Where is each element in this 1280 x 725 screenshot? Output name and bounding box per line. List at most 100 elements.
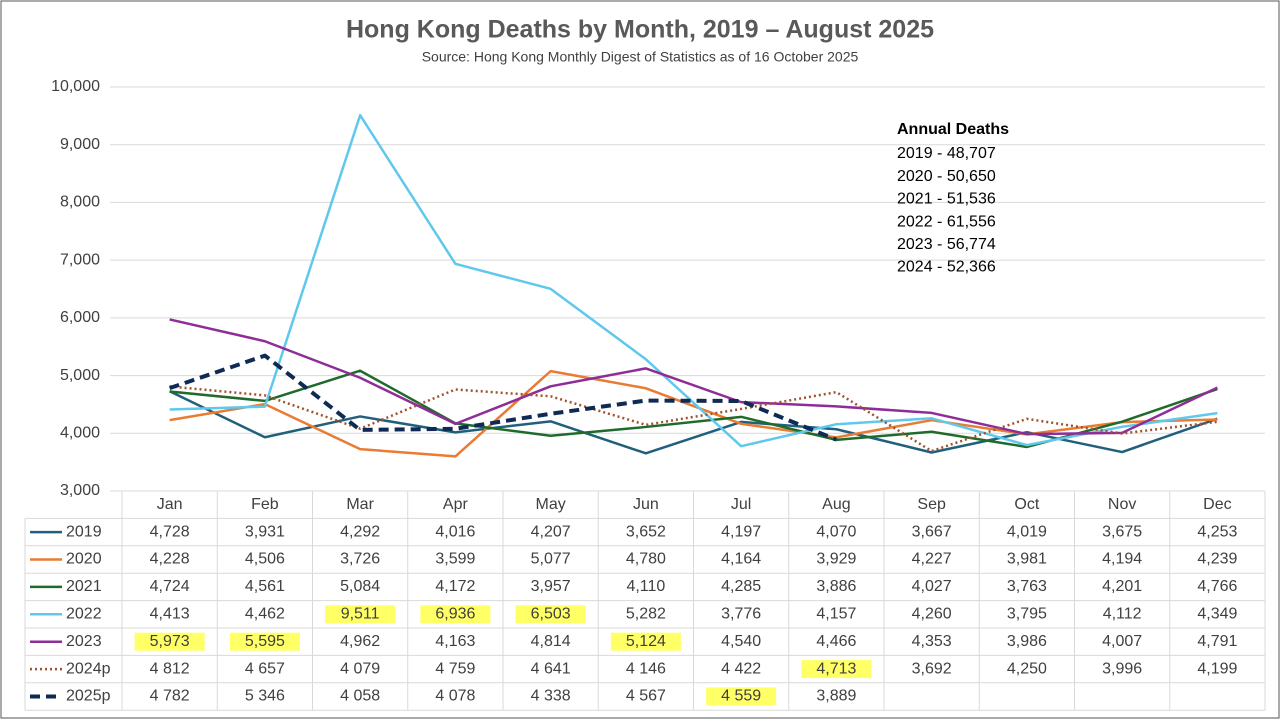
series-line: [169, 369, 1218, 458]
table-value: 3,776: [721, 606, 761, 623]
table-value: 4,462: [245, 606, 285, 623]
x-tick-label: Mar: [346, 496, 374, 513]
x-tick-label: Sep: [917, 496, 946, 513]
table-value: 4,019: [1007, 523, 1047, 540]
table-value: 4,349: [1197, 606, 1237, 623]
table-value: 4,766: [1197, 578, 1237, 595]
table-value: 4 146: [626, 660, 666, 677]
table-value: 5,124: [626, 633, 666, 650]
x-tick-label: Jan: [157, 496, 183, 513]
highlight: [610, 632, 681, 651]
table-value: 4,791: [1197, 633, 1237, 650]
chart-subtitle: Source: Hong Kong Monthly Digest of Stat…: [422, 49, 859, 65]
table-value: 5,084: [340, 578, 380, 595]
table-value: 4,413: [150, 606, 190, 623]
table-value: 4 559: [721, 688, 761, 705]
table-value: 4,780: [626, 551, 666, 568]
chart-title: Hong Kong Deaths by Month, 2019 – August…: [346, 16, 934, 44]
highlight: [134, 632, 205, 651]
series-line: [169, 385, 1218, 453]
table-value: 4 567: [626, 688, 666, 705]
table-value: 5,282: [626, 606, 666, 623]
series-line: [169, 390, 1218, 455]
y-tick-label: 10,000: [51, 78, 100, 95]
x-tick-label: Nov: [1108, 496, 1136, 513]
table-value: 4 759: [435, 660, 475, 677]
highlight: [706, 687, 777, 706]
table-value: 4,728: [150, 523, 190, 540]
y-tick-label: 6,000: [60, 309, 100, 326]
table-value: 3,667: [912, 523, 952, 540]
y-tick-label: 8,000: [60, 194, 100, 211]
table-value: 3,795: [1007, 606, 1047, 623]
table-value: 4,199: [1197, 660, 1237, 677]
annotation-line: 2020 - 50,650: [897, 168, 996, 185]
table-value: 4,112: [1103, 606, 1142, 623]
highlight: [801, 660, 872, 679]
table-value: 3,675: [1102, 523, 1142, 540]
table-value: 5,077: [531, 551, 571, 568]
annotation-title: Annual Deaths: [897, 121, 1009, 138]
table-value: 4 782: [150, 688, 190, 705]
table-value: 3,957: [531, 578, 571, 595]
table-value: 4,194: [1102, 551, 1142, 568]
series-line: [169, 318, 1218, 436]
table-value: 4,814: [531, 633, 571, 650]
legend-label: 2021: [66, 578, 102, 595]
table-value: 3,986: [1007, 633, 1047, 650]
series-line: [168, 353, 838, 442]
table-value: 4,110: [626, 578, 665, 595]
table-value: 4,253: [1197, 523, 1237, 540]
x-tick-label: Feb: [251, 496, 279, 513]
highlight: [515, 605, 586, 624]
table-value: 4,007: [1102, 633, 1142, 650]
table-value: 4,250: [1007, 660, 1047, 677]
table-value: 9,511: [341, 606, 380, 623]
x-tick-label: Jul: [731, 496, 751, 513]
table-value: 4 812: [150, 660, 190, 677]
table-value: 4,027: [912, 578, 952, 595]
table-value: 4,197: [721, 523, 761, 540]
table-value: 4,962: [340, 633, 380, 650]
table-value: 4,292: [340, 523, 380, 540]
table-value: 4,285: [721, 578, 761, 595]
table-value: 4 078: [435, 688, 475, 705]
table-value: 4,561: [245, 578, 285, 595]
table-value: 3,889: [816, 688, 856, 705]
table-value: 3,599: [435, 551, 475, 568]
table-value: 4,540: [721, 633, 761, 650]
table-value: 4,070: [816, 523, 856, 540]
series-line: [169, 113, 1218, 448]
x-tick-label: Apr: [443, 496, 469, 513]
y-tick-label: 9,000: [60, 136, 100, 153]
table-value: 5 346: [245, 688, 285, 705]
table-value: 3,981: [1007, 551, 1047, 568]
x-tick-label: May: [536, 496, 566, 513]
table-value: 4,506: [245, 551, 285, 568]
table-value: 4,016: [435, 523, 475, 540]
y-tick-label: 5,000: [60, 367, 100, 384]
table-value: 4,227: [912, 551, 952, 568]
table-value: 4,466: [816, 633, 856, 650]
table-value: 4,260: [912, 606, 952, 623]
table-value: 4,239: [1197, 551, 1237, 568]
table-value: 5,595: [245, 633, 285, 650]
table-value: 3,692: [912, 660, 952, 677]
annotation-line: 2024 - 52,366: [897, 259, 996, 276]
table-value: 4,228: [150, 551, 190, 568]
annotation-line: 2022 - 61,556: [897, 213, 996, 230]
table-value: 3,996: [1102, 660, 1142, 677]
legend-label: 2023: [66, 633, 102, 650]
x-tick-label: Oct: [1014, 496, 1039, 513]
table-value: 4,157: [816, 606, 856, 623]
table-value: 3,763: [1007, 578, 1047, 595]
highlight: [229, 632, 300, 651]
annotation-line: 2021 - 51,536: [897, 191, 996, 208]
table-value: 4,724: [150, 578, 190, 595]
table-value: 3,931: [245, 523, 285, 540]
table-value: 3,929: [816, 551, 856, 568]
table-value: 4,201: [1102, 578, 1142, 595]
table-value: 3,886: [816, 578, 856, 595]
